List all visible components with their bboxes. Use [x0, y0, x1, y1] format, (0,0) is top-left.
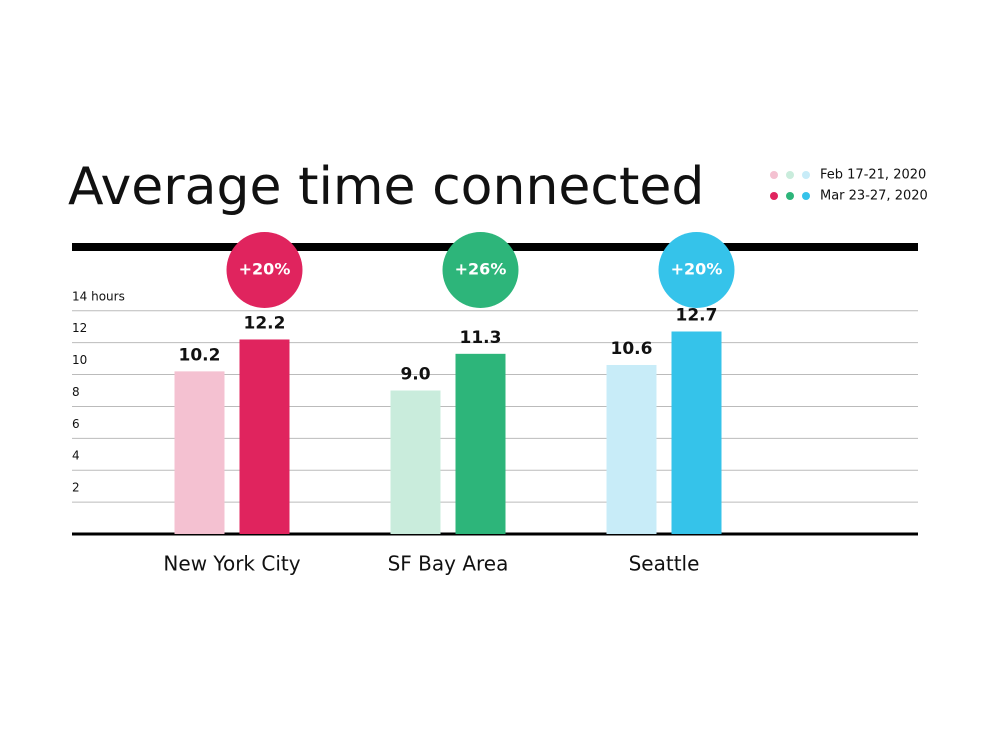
legend-dot: [770, 171, 778, 179]
value-label: 12.2: [244, 313, 286, 333]
value-label: 10.6: [611, 339, 653, 359]
legend-label: Feb 17-21, 2020: [820, 168, 926, 183]
bar: [174, 371, 225, 534]
chart-title: Average time connected: [68, 157, 704, 217]
x-tick-label: Seattle: [629, 552, 700, 576]
y-tick-label: 10: [72, 353, 87, 367]
change-label: +20%: [671, 260, 723, 279]
value-label: 11.3: [460, 328, 502, 348]
value-label: 10.2: [179, 345, 221, 365]
change-label: +26%: [455, 260, 507, 279]
y-tick-label: 2: [72, 481, 80, 495]
bar: [390, 390, 441, 534]
x-tick-label: New York City: [163, 552, 300, 576]
change-badge: [658, 232, 735, 308]
y-tick-label: 6: [72, 417, 80, 431]
change-badge: [442, 232, 519, 308]
y-tick-label: 12: [72, 321, 87, 335]
legend-dot: [770, 192, 778, 200]
value-label: 9.0: [400, 365, 430, 385]
legend-dot: [786, 192, 794, 200]
x-tick-label: SF Bay Area: [388, 552, 509, 576]
legend-dot: [786, 171, 794, 179]
y-tick-label: 14 hours: [72, 289, 125, 303]
legend-label: Mar 23-27, 2020: [820, 189, 928, 204]
bar: [239, 339, 290, 534]
bar: [455, 353, 506, 534]
y-tick-label: 8: [72, 385, 80, 399]
legend-dot: [802, 171, 810, 179]
change-label: +20%: [239, 260, 291, 279]
y-tick-label: 4: [72, 449, 80, 463]
change-badge: [226, 232, 303, 308]
legend-dot: [802, 192, 810, 200]
value-label: 12.7: [676, 306, 718, 326]
bar: [671, 331, 722, 534]
bar: [606, 364, 657, 534]
